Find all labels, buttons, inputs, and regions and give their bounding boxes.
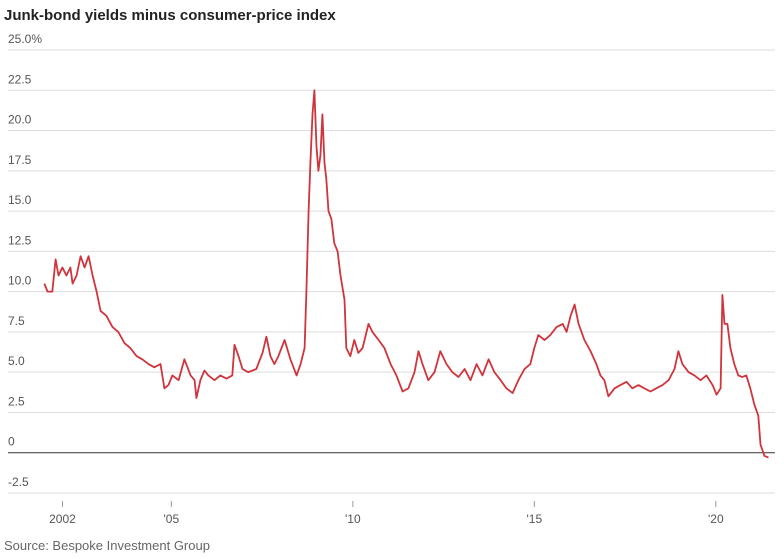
y-tick-label: 12.5 bbox=[8, 233, 32, 247]
y-tick-label: -2.5 bbox=[8, 475, 29, 489]
x-tick-label: 2002 bbox=[49, 512, 76, 526]
y-tick-label: 0 bbox=[8, 435, 15, 449]
y-tick-label: 17.5 bbox=[8, 153, 32, 167]
x-tick-label: '20 bbox=[708, 512, 724, 526]
series-line bbox=[43, 89, 769, 459]
y-tick-label: 22.5 bbox=[8, 72, 32, 86]
chart-title: Junk-bond yields minus consumer-price in… bbox=[4, 7, 336, 24]
y-tick-label: 5.0 bbox=[8, 354, 25, 368]
x-tick-label: '15 bbox=[527, 512, 543, 526]
source: Source: Bespoke Investment Group bbox=[4, 538, 210, 553]
y-tick-label: 25.0% bbox=[8, 32, 42, 46]
x-tick-label: '10 bbox=[345, 512, 361, 526]
y-tick-label: 15.0 bbox=[8, 193, 32, 207]
x-tick-label: '05 bbox=[164, 512, 180, 526]
y-tick-label: 10.0 bbox=[8, 274, 32, 288]
y-tick-label: 20.0 bbox=[8, 113, 32, 127]
y-tick-label: 7.5 bbox=[8, 314, 25, 328]
y-tick-label: 2.5 bbox=[8, 394, 25, 408]
